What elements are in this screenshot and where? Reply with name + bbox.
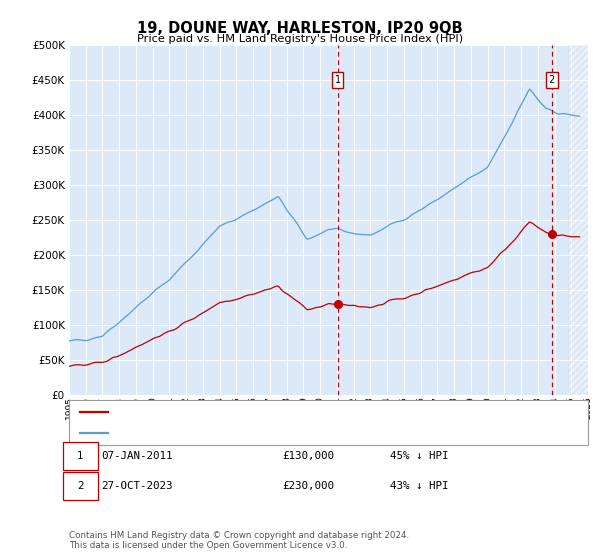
Text: 07-JAN-2011: 07-JAN-2011 [101, 451, 172, 461]
Text: 2: 2 [77, 480, 84, 491]
Text: 19, DOUNE WAY, HARLESTON, IP20 9QB (detached house): 19, DOUNE WAY, HARLESTON, IP20 9QB (deta… [112, 408, 415, 418]
Text: 27-OCT-2023: 27-OCT-2023 [101, 480, 172, 491]
Text: 43% ↓ HPI: 43% ↓ HPI [390, 480, 449, 491]
Text: 1: 1 [334, 75, 341, 85]
Text: 1: 1 [77, 451, 84, 461]
Text: 45% ↓ HPI: 45% ↓ HPI [390, 451, 449, 461]
Bar [568, 45, 588, 395]
Text: £230,000: £230,000 [282, 480, 334, 491]
Text: Price paid vs. HM Land Registry's House Price Index (HPI): Price paid vs. HM Land Registry's House … [137, 34, 463, 44]
Text: 2: 2 [548, 75, 555, 85]
Text: Contains HM Land Registry data © Crown copyright and database right 2024.
This d: Contains HM Land Registry data © Crown c… [69, 530, 409, 550]
Text: HPI: Average price, detached house, South Norfolk: HPI: Average price, detached house, Sout… [112, 428, 376, 438]
Text: £130,000: £130,000 [282, 451, 334, 461]
Text: 19, DOUNE WAY, HARLESTON, IP20 9QB: 19, DOUNE WAY, HARLESTON, IP20 9QB [137, 21, 463, 36]
